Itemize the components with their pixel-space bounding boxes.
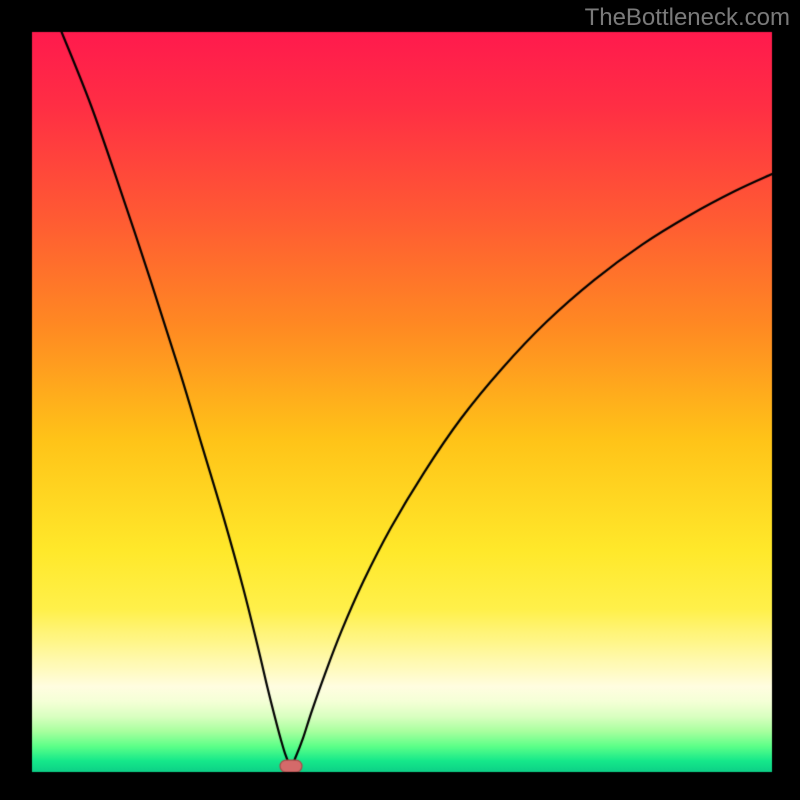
bottleneck-chart: [0, 0, 800, 800]
watermark-text: TheBottleneck.com: [585, 4, 790, 32]
